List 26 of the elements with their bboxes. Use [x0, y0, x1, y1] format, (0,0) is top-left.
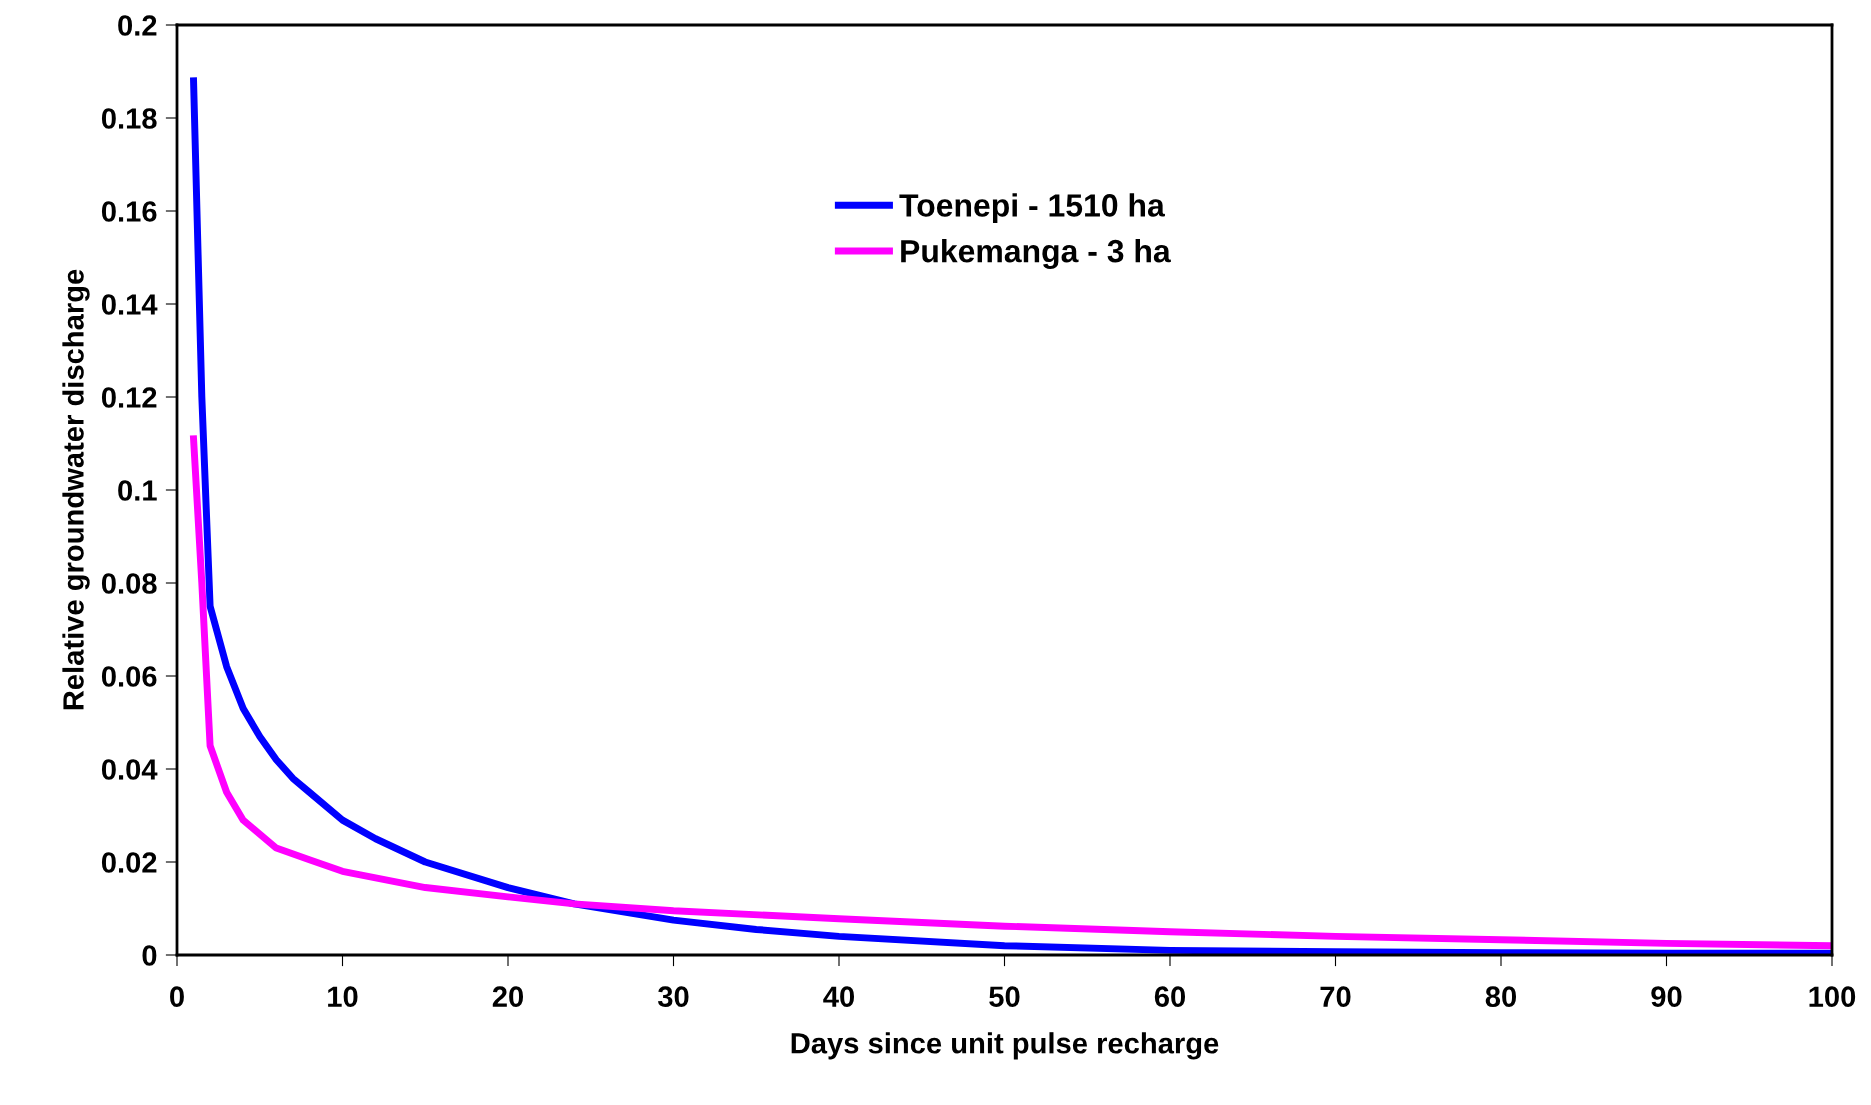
y-tick-label: 0.16 [101, 201, 157, 222]
x-tick-label: 100 [1809, 986, 1856, 1007]
y-tick-label: 0.08 [101, 573, 157, 594]
y-tick-label: 0.1 [118, 480, 157, 501]
x-tick-label: 80 [1485, 986, 1517, 1007]
x-tick-label: 20 [492, 986, 524, 1007]
x-tick-label: 70 [1320, 986, 1351, 1007]
y-tick-label: 0.14 [101, 294, 158, 315]
y-tick-label: 0.06 [101, 666, 157, 687]
x-tick-label: 40 [823, 986, 855, 1007]
y-tick-label: 0 [142, 945, 157, 966]
x-tick-label: 50 [989, 986, 1020, 1007]
x-tick-label: 60 [1154, 986, 1186, 1007]
x-tick-label: 90 [1651, 986, 1682, 1007]
y-tick-label: 0.2 [118, 15, 157, 36]
legend-label: Pukemanga - 3 ha [901, 239, 1171, 269]
y-tick-label: 0.02 [101, 852, 157, 873]
y-axis-title: Relative groundwater discharge [62, 269, 90, 710]
x-axis-title: Days since unit pulse recharge [791, 1032, 1219, 1060]
y-tick-label: 0.18 [101, 108, 157, 129]
x-tick-label: 0 [170, 986, 184, 1007]
legend-label: Toenepi - 1510 ha [899, 193, 1165, 224]
x-tick-label: 10 [328, 986, 358, 1007]
x-tick-label: 30 [657, 986, 689, 1008]
y-tick-label: 0.04 [101, 759, 158, 780]
y-tick-label: 0.12 [101, 387, 157, 408]
